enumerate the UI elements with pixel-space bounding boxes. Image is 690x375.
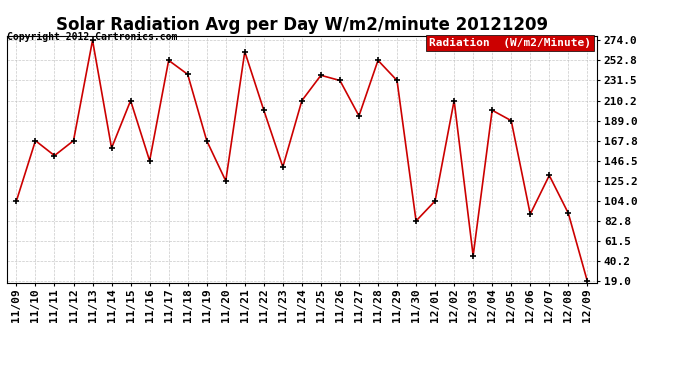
Title: Solar Radiation Avg per Day W/m2/minute 20121209: Solar Radiation Avg per Day W/m2/minute … <box>56 16 548 34</box>
Text: Radiation  (W/m2/Minute): Radiation (W/m2/Minute) <box>429 38 591 48</box>
Text: Copyright 2012 Cartronics.com: Copyright 2012 Cartronics.com <box>7 32 177 42</box>
